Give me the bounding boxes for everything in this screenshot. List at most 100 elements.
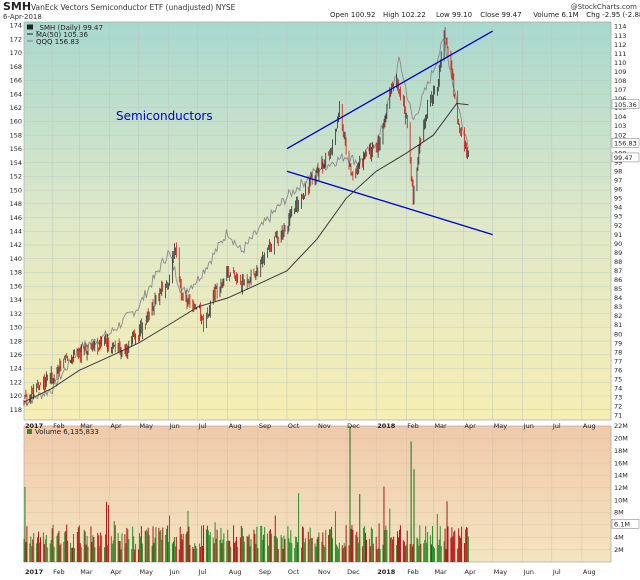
volume-bar — [294, 547, 296, 562]
left-axis-tick: 140 — [10, 255, 22, 263]
volume-bar — [382, 544, 384, 562]
volume-bar — [427, 532, 429, 562]
volume-bar — [309, 527, 311, 562]
left-axis-tick: 164 — [10, 90, 22, 98]
left-axis-tick: 118 — [10, 406, 22, 414]
volume-bar — [80, 547, 82, 562]
x-tick-label-volume: Jul — [552, 568, 561, 576]
volume-bar — [192, 546, 194, 562]
volume-bar — [105, 501, 107, 562]
volume-bar — [443, 541, 445, 562]
x-tick-label-volume: Feb — [407, 568, 419, 576]
volume-bar — [66, 524, 68, 562]
volume-bar — [148, 535, 150, 562]
right-axis-tick: 110 — [614, 59, 626, 67]
right-axis-tick: 79 — [614, 339, 622, 347]
volume-bar — [90, 526, 92, 562]
x-tick-label-price: Feb — [407, 422, 419, 430]
left-axis-tick: 132 — [10, 310, 22, 318]
right-axis-tick: 83 — [614, 303, 622, 311]
left-axis-tick: 126 — [10, 351, 22, 359]
volume-bar — [321, 541, 323, 562]
volume-bar — [229, 540, 231, 562]
volume-bar — [241, 528, 243, 562]
volume-axis-tick: 20M — [614, 435, 628, 443]
volume-bar — [36, 543, 38, 562]
x-tick-label-volume: May — [139, 568, 153, 576]
volume-bar — [311, 537, 313, 562]
volume-bar — [342, 548, 344, 562]
right-axis-tick: 73 — [614, 394, 622, 402]
volume-bar — [254, 533, 256, 562]
volume-bar — [208, 535, 210, 562]
left-axis-tick: 170 — [10, 49, 22, 57]
volume-bar — [99, 546, 101, 562]
ohlc-stats: Open 100.92 High 102.22 Low 99.10 Close 99.… — [330, 11, 640, 19]
volume-bar — [141, 543, 143, 562]
volume-bar — [444, 528, 446, 562]
volume-bar — [72, 547, 74, 562]
volume-bar — [60, 543, 62, 562]
volume-bar — [371, 528, 373, 562]
volume-bar — [106, 545, 108, 562]
right-axis-tick: 111 — [614, 50, 626, 58]
volume-bar — [199, 543, 201, 562]
volume-bar — [221, 543, 223, 562]
volume-bar — [433, 547, 435, 562]
volume-bar — [59, 545, 61, 562]
x-tick-label-volume: Oct — [288, 568, 300, 576]
volume-bar — [144, 530, 146, 562]
volume-bar — [127, 529, 129, 562]
volume-bar — [437, 545, 439, 562]
volume-bar — [77, 527, 79, 562]
volume-bar — [424, 540, 426, 562]
volume-axis-tick: 2M — [614, 546, 624, 554]
volume-bar — [398, 537, 400, 562]
volume-bar — [214, 522, 216, 562]
left-axis-tick: 158 — [10, 131, 22, 139]
volume-bar — [310, 538, 312, 562]
volume-bar — [239, 537, 241, 562]
volume-bar — [207, 530, 209, 562]
volume-bar — [417, 538, 419, 562]
volume-bar — [223, 533, 225, 562]
volume-bar — [328, 534, 330, 562]
volume-bar — [205, 529, 207, 562]
volume-bar — [140, 526, 142, 562]
volume-bar — [139, 536, 141, 562]
volume-bar — [256, 526, 258, 562]
volume-bar — [402, 540, 404, 562]
volume-bar — [281, 537, 283, 562]
x-tick-label-price: Jun — [169, 422, 180, 430]
volume-bar — [392, 539, 394, 562]
volume-bar — [344, 546, 346, 562]
volume-bar — [158, 527, 160, 562]
volume-bar — [100, 532, 102, 562]
volume-bar — [174, 546, 176, 562]
volume-bar — [264, 527, 266, 562]
x-tick-label-price: 2017 — [25, 422, 43, 430]
ma50-series-line — [23, 102, 469, 403]
volume-bar — [51, 528, 53, 562]
right-axis-tick: 74 — [614, 385, 622, 393]
right-axis-tick: 76 — [614, 366, 622, 374]
volume-bar — [288, 538, 290, 562]
volume-bar — [162, 527, 164, 562]
volume-bar — [461, 526, 463, 562]
volume-bar — [154, 537, 156, 562]
left-axis-tick: 146 — [10, 214, 22, 222]
volume-bar — [317, 536, 319, 562]
volume-bar — [45, 535, 47, 562]
volume-axis-tick: 14M — [614, 472, 628, 480]
volume-bar — [262, 539, 264, 562]
volume-bar — [365, 532, 367, 562]
right-axis-tick: 72 — [614, 403, 622, 411]
right-axis-tick: 95 — [614, 195, 622, 203]
chart-date: 6-Apr-2018 — [3, 13, 42, 21]
left-axis-tick: 144 — [10, 227, 22, 235]
volume-bar — [263, 534, 265, 562]
volume-bar — [445, 549, 447, 562]
x-tick-label-volume: Dec — [347, 568, 360, 576]
